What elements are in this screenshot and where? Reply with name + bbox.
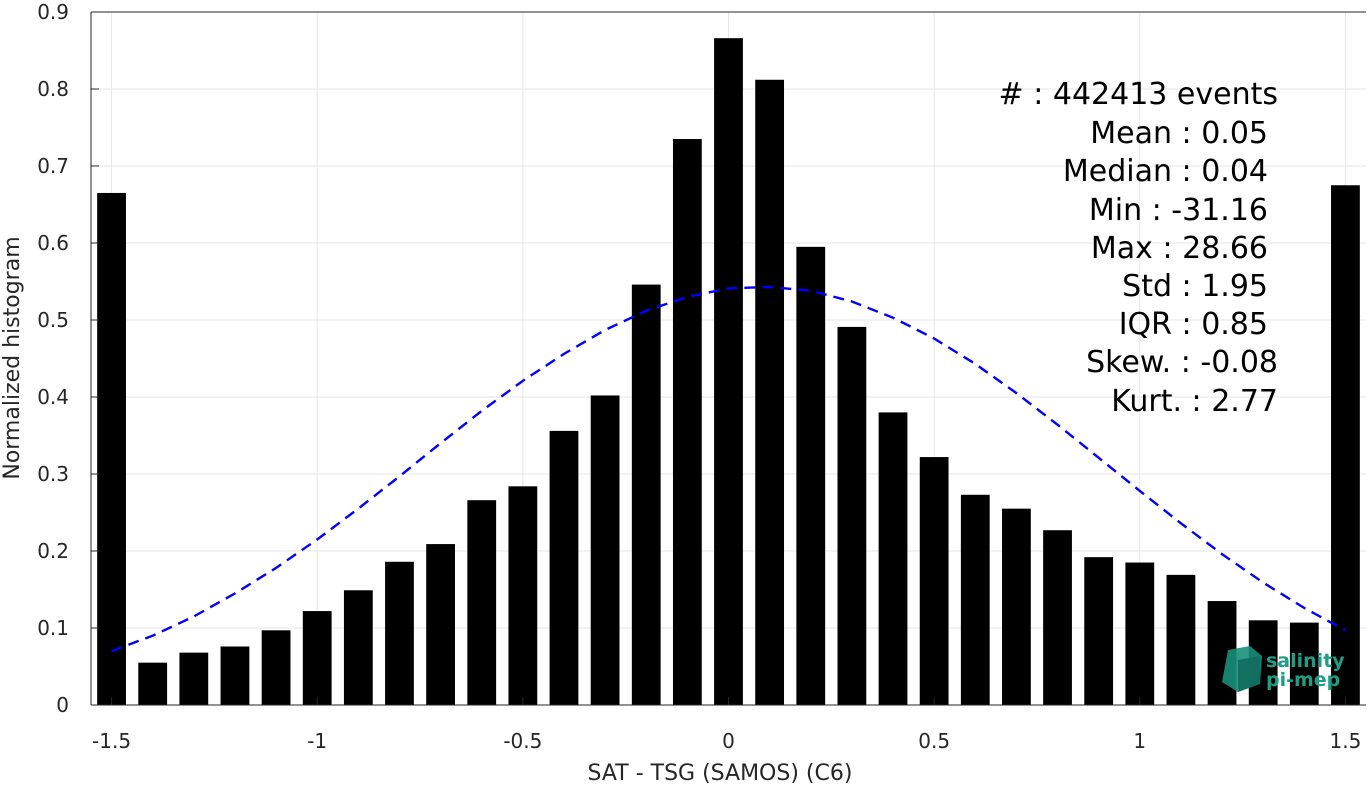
y-tick-labels: 0 0.1 0.2 0.3 0.4 0.5 0.6 0.7 0.8 0.9 [37,0,69,717]
histogram-bar [755,79,785,705]
stat-kurt: Kurt. : 2.77 [1111,384,1278,419]
logo-text-salinity: salinity [1266,650,1345,672]
stats-annotations: # : 442413 events Mean : 0.05 Median : 0… [999,77,1278,419]
histogram-bar [796,246,826,705]
x-axis-title: SAT - TSG (SAMOS) (C6) [588,761,853,785]
y-tick-label: 0.6 [37,231,69,255]
histogram-bar [1084,557,1114,705]
stat-mean: Mean : 0.05 [1090,116,1268,151]
y-tick-label: 0.2 [37,539,69,563]
logo-text-pimep: pi-mep [1266,669,1340,691]
stat-median: Median : 0.04 [1063,154,1268,189]
y-tick-label: 0.4 [37,385,69,409]
axes [90,11,1366,706]
histogram-bar [426,544,455,705]
x-tick-label: 1.5 [1330,729,1362,753]
histogram-bar [878,412,908,705]
histogram-bar [343,590,373,705]
stat-max: Max : 28.66 [1091,231,1268,266]
stat-iqr: IQR : 0.85 [1119,307,1268,342]
histogram-bar [672,139,702,706]
x-tick-label: -1 [307,729,327,753]
histogram-bar [549,430,579,705]
logo-cube-face-icon [1238,656,1260,692]
y-tick-label: 0.1 [37,616,69,640]
histogram-bar [631,284,661,705]
x-tick-label: -0.5 [503,729,542,753]
x-tick-label: 1 [1133,729,1146,753]
histogram-bar [179,652,209,705]
x-tick-label: 0.5 [918,729,950,753]
histogram-bar [590,395,620,705]
histogram-bar [220,646,250,705]
x-tick-label: -1.5 [92,729,131,753]
histogram-bar [385,561,414,705]
stat-events: # : 442413 events [999,77,1278,112]
histogram-bar [467,500,497,705]
histogram-bar [1002,508,1031,705]
histogram-bar [508,486,538,705]
histogram-bar [1331,185,1360,705]
bars [97,38,1360,706]
histogram-bar [138,662,168,705]
y-tick-label: 0 [56,693,69,717]
gaussian-fit-curve [111,285,1346,653]
stat-min: Min : -31.16 [1089,193,1268,228]
stat-std: Std : 1.95 [1122,269,1268,304]
histogram-bar [837,326,867,705]
y-tick-label: 0.7 [37,154,69,178]
histogram-bar [714,38,743,706]
histogram-bar [919,457,949,705]
histogram-bar [1043,530,1072,705]
y-tick-label: 0.3 [37,462,69,486]
histogram-bar [302,611,332,705]
histogram-bar [97,192,126,705]
stat-skew: Skew. : -0.08 [1086,345,1278,380]
histogram-bar [261,630,291,705]
x-tick-label: 0 [722,729,735,753]
histogram-bar [1289,622,1319,705]
y-tick-label: 0.5 [37,308,69,332]
y-tick-label: 0.9 [37,0,69,24]
y-axis-title: Normalized histogram [0,236,25,479]
histogram-bar [1166,574,1196,705]
histogram-bar [960,494,990,705]
y-tick-label: 0.8 [37,77,69,101]
histogram-bar [1125,562,1155,705]
x-tick-labels: -1.5 -1 -0.5 0 0.5 1 1.5 [92,729,1361,753]
salinity-pimep-logo: salinity pi-mep [1222,646,1345,692]
